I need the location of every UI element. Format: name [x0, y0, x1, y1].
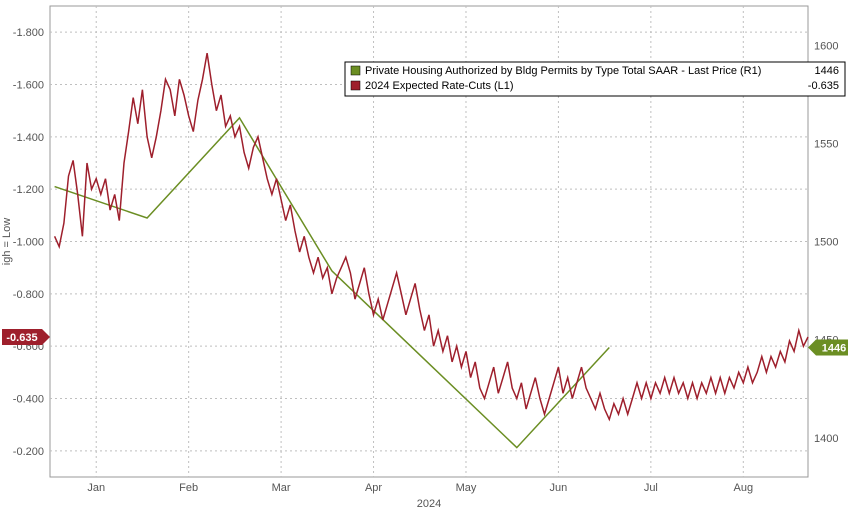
x-year-label: 2024: [417, 498, 441, 510]
chart-svg: -1.800 -1.600 -1.400 -1.200 -1.000 -0.800 -0.6…: [0, 0, 848, 517]
y-right-tick-label: 1550: [814, 138, 838, 150]
left-badge-text: -0.635: [6, 332, 37, 344]
legend-value: -0.635: [808, 80, 839, 92]
y-left-axis-label: igh = Low: [1, 218, 13, 265]
y-right-tick-label: 1500: [814, 237, 838, 249]
x-tick-label: Aug: [734, 482, 754, 494]
x-tick-label: Mar: [272, 482, 291, 494]
legend-value: 1446: [815, 65, 839, 77]
y-left-tick-label: -1.400: [13, 132, 44, 144]
y-left-tick-label: -0.200: [13, 446, 44, 458]
y-right-tick-label: 1400: [814, 433, 838, 445]
right-badge-text: 1446: [822, 342, 846, 354]
x-tick-label: Jul: [644, 482, 658, 494]
legend-swatch: [351, 81, 360, 90]
legend-swatch: [351, 66, 360, 75]
legend-label: Private Housing Authorized by Bldg Permi…: [365, 65, 761, 77]
x-tick-label: Jan: [87, 482, 105, 494]
x-tick-label: Jun: [550, 482, 568, 494]
chart-container: -1.800 -1.600 -1.400 -1.200 -1.000 -0.800 -0.6…: [0, 0, 848, 517]
legend: Private Housing Authorized by Bldg Permi…: [345, 62, 845, 96]
y-left-tick-label: -1.600: [13, 80, 44, 92]
x-tick-label: May: [456, 482, 477, 494]
y-left-tick-label: -0.400: [13, 394, 44, 406]
x-tick-label: Apr: [365, 482, 382, 494]
y-left-tick-label: -1.000: [13, 237, 44, 249]
y-right-tick-label: 1600: [814, 40, 838, 52]
y-left-tick-label: -1.200: [13, 184, 44, 196]
legend-label: 2024 Expected Rate-Cuts (L1): [365, 80, 514, 92]
right-last-value-badge: 1446: [808, 339, 848, 355]
y-left-tick-label: -0.800: [13, 289, 44, 301]
left-last-value-badge: -0.635: [2, 329, 50, 345]
x-tick-label: Feb: [179, 482, 198, 494]
y-left-tick-label: -1.800: [13, 27, 44, 39]
